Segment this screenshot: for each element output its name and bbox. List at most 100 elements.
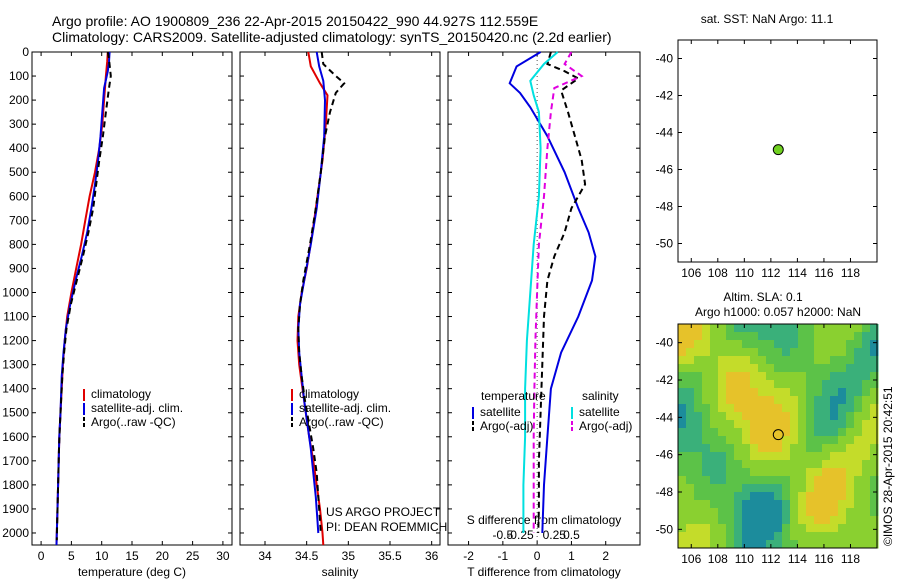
depth-tick-label: 1100 <box>3 310 29 324</box>
depth-tick-label: 1200 <box>2 334 29 348</box>
depth-tick-label: 1000 <box>2 285 29 299</box>
map-y-tick-label: -42 <box>656 373 674 387</box>
legend-label: satellite <box>480 405 521 419</box>
map-x-tick-label: 106 <box>681 552 701 566</box>
legend-label: Argo(-adj) <box>579 419 632 433</box>
map-x-tick-label: 112 <box>761 552 780 566</box>
map-y-tick-label: -46 <box>656 448 674 462</box>
x-tick-label: 2 <box>602 549 609 563</box>
series-line-differences-1 <box>537 51 587 534</box>
depth-tick-label: 500 <box>9 165 29 179</box>
argo-position-marker <box>772 429 784 441</box>
s-tick-label: 0.5 <box>563 528 580 542</box>
x-axis-label: temperature (deg C) <box>78 565 186 579</box>
series-line-salinity-2 <box>297 51 346 534</box>
series-line-temperature-2 <box>55 51 112 541</box>
x-tick-label: 35.5 <box>378 549 402 563</box>
x-tick-label: 35 <box>342 549 356 563</box>
depth-tick-label: 0 <box>22 45 29 59</box>
depth-tick-label: 800 <box>9 237 29 251</box>
x-axis-label: T difference from climatology <box>467 565 621 579</box>
x-tick-label: 34 <box>258 549 272 563</box>
s-tick-label: 0.25 <box>543 528 567 542</box>
s-tick-label: -0.5 <box>493 528 514 542</box>
x-axis-label-top: S difference from climatology <box>467 513 622 527</box>
legend-label: climatology <box>299 387 359 401</box>
figure-title-line1: Argo profile: AO 1900809_236 22-Apr-2015… <box>52 13 539 29</box>
x-tick-label: 25 <box>186 549 200 563</box>
x-tick-label: 0 <box>38 549 45 563</box>
sst-map-title: sat. SST: NaN Argo: 11.1 <box>701 12 834 26</box>
map-y-tick-label: -50 <box>656 237 674 251</box>
depth-tick-label: 1500 <box>2 406 29 420</box>
series-line-differences-0 <box>508 51 597 534</box>
depth-tick-label: 1300 <box>2 358 29 372</box>
x-tick-label: 5 <box>68 549 75 563</box>
legend-label: satellite-adj. clim. <box>299 401 391 415</box>
sla-heatmap <box>678 324 879 549</box>
legend-header: salinity <box>582 389 619 403</box>
map-y-tick-label: -48 <box>656 200 674 214</box>
legend-label: satellite <box>579 405 620 419</box>
depth-tick-label: 1400 <box>2 382 29 396</box>
map-y-tick-label: -44 <box>656 126 674 140</box>
x-tick-label: 34.5 <box>295 549 319 563</box>
map-y-tick-label: -40 <box>656 336 674 350</box>
x-tick-label: 0 <box>534 549 541 563</box>
depth-tick-label: 300 <box>9 117 29 131</box>
map-x-tick-label: 114 <box>788 552 807 566</box>
credit-line1: US ARGO PROJECT <box>326 505 441 519</box>
depth-tick-label: 1700 <box>2 454 29 468</box>
x-tick-label: 20 <box>156 549 170 563</box>
sla-map-title-line2: Argo h1000: 0.057 h2000: NaN <box>695 305 861 319</box>
x-tick-label: -1 <box>498 549 509 563</box>
map-y-tick-label: -40 <box>656 52 674 66</box>
credit-line2: PI: DEAN ROEMMICH <box>326 520 447 534</box>
plot-frame-differences <box>447 51 641 546</box>
legend-label: Argo(..raw -QC) <box>299 415 384 429</box>
map-y-tick-label: -42 <box>656 89 674 103</box>
x-tick-label: 30 <box>216 549 230 563</box>
map-x-tick-label: 116 <box>814 266 833 280</box>
map-x-tick-label: 108 <box>708 266 728 280</box>
x-tick-label: 1 <box>568 549 575 563</box>
figure-title-line2: Climatology: CARS2009. Satellite-adjuste… <box>52 29 612 45</box>
map-y-tick-label: -50 <box>656 522 674 536</box>
depth-tick-label: 1800 <box>2 478 29 492</box>
map-x-tick-label: 108 <box>708 552 728 566</box>
map-frame-sla_map <box>677 323 878 549</box>
map-y-tick-label: -44 <box>656 410 674 424</box>
legend-label: climatology <box>91 387 151 401</box>
sla-map-title-line1: Altim. SLA: 0.1 <box>723 290 803 304</box>
depth-tick-label: 700 <box>9 213 29 227</box>
x-axis-label: salinity <box>322 565 359 579</box>
depth-tick-label: 2000 <box>2 526 29 540</box>
depth-tick-label: 1600 <box>2 430 29 444</box>
series-line-differences-2 <box>522 51 559 533</box>
map-x-tick-label: 110 <box>735 266 754 280</box>
x-tick-label: 10 <box>95 549 109 563</box>
depth-tick-label: 900 <box>9 261 29 275</box>
map-x-tick-label: 114 <box>788 266 807 280</box>
map-x-tick-label: 110 <box>735 552 754 566</box>
legend-label: satellite-adj. clim. <box>91 401 183 415</box>
map-x-tick-label: 106 <box>681 266 701 280</box>
map-y-tick-label: -48 <box>656 485 674 499</box>
legend-label: Argo(-adj) <box>480 419 533 433</box>
s-tick-label: -0.25 <box>506 528 534 542</box>
depth-tick-label: 1900 <box>2 502 29 516</box>
depth-tick-label: 200 <box>9 93 29 107</box>
depth-tick-label: 600 <box>9 189 29 203</box>
map-x-tick-label: 116 <box>814 552 833 566</box>
depth-tick-label: 400 <box>9 141 29 155</box>
x-tick-label: -2 <box>463 549 474 563</box>
argo-position-marker <box>772 144 784 156</box>
map-x-tick-label: 118 <box>841 552 860 566</box>
x-tick-label: 36 <box>425 549 439 563</box>
imos-stamp: ©IMOS 28-Apr-2015 20:42:51 <box>881 386 895 546</box>
plot-frame-salinity <box>239 51 441 546</box>
map-y-tick-label: -46 <box>656 163 674 177</box>
legend-label: Argo(..raw -QC) <box>91 415 176 429</box>
map-x-tick-label: 118 <box>841 266 860 280</box>
